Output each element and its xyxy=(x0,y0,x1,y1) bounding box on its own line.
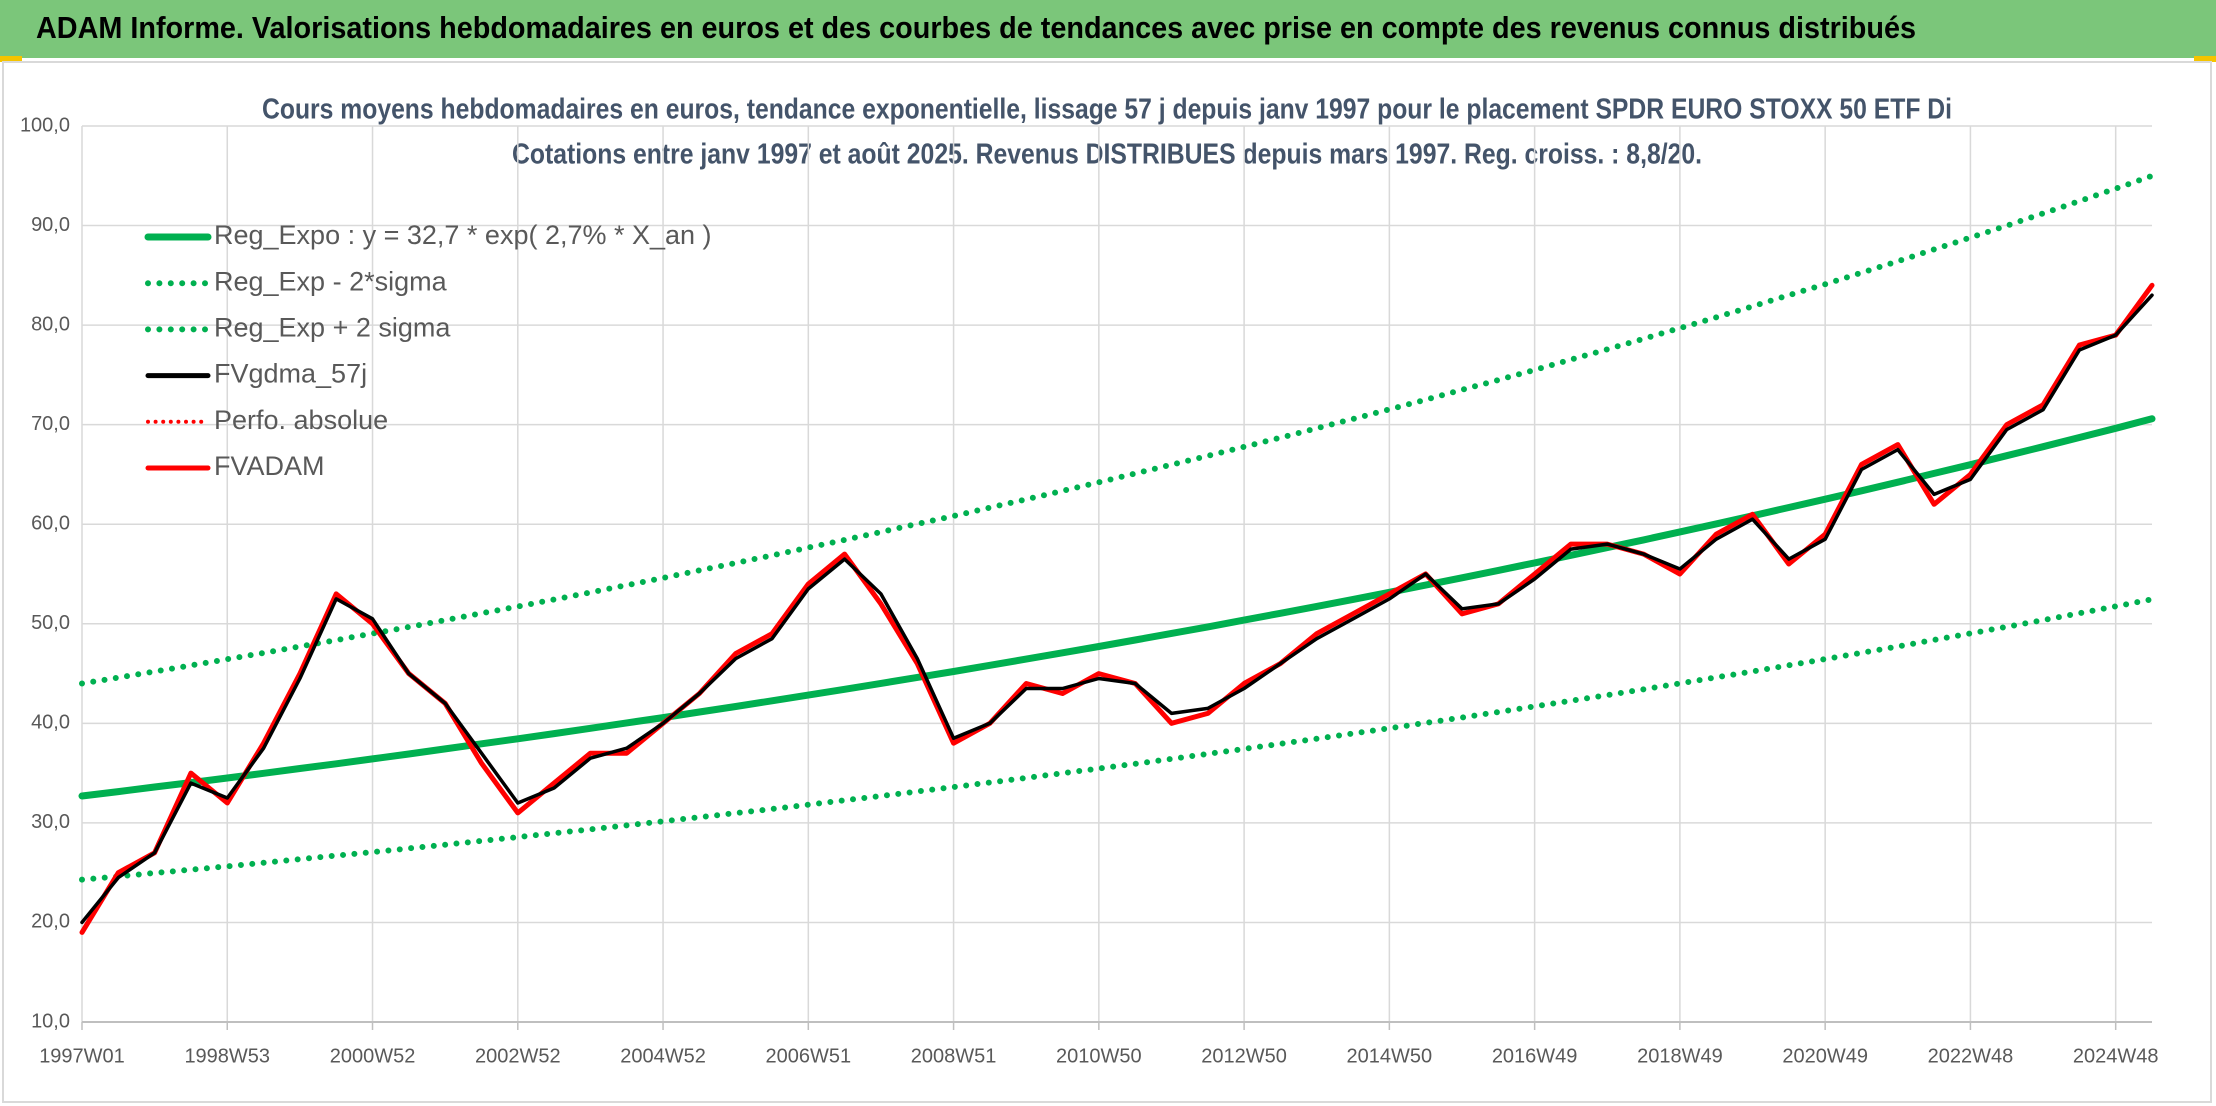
y-tick-label: 90,0 xyxy=(31,214,70,236)
legend-label: Reg_Expo : y = 32,7 * exp( 2,7% * X_an ) xyxy=(214,220,712,250)
chart-subtitle: Cotations entre janv 1997 et août 2025. … xyxy=(512,139,1702,171)
x-tick-label: 1998W53 xyxy=(184,1045,270,1067)
legend-label: FVADAM xyxy=(214,451,325,481)
x-tick-label: 2020W49 xyxy=(1782,1045,1868,1067)
legend-label: Reg_Exp + 2 sigma xyxy=(214,313,451,343)
y-tick-label: 50,0 xyxy=(31,612,70,634)
x-tick-label: 2018W49 xyxy=(1637,1045,1723,1067)
series-line xyxy=(78,415,2156,800)
y-tick-label: 40,0 xyxy=(31,712,70,734)
x-tick-label: 2024W48 xyxy=(2073,1045,2159,1067)
x-tick-label: 2010W50 xyxy=(1056,1045,1142,1067)
x-tick-label: 2006W51 xyxy=(766,1045,852,1067)
x-tick-label: 2004W52 xyxy=(620,1045,706,1067)
legend-label: Perfo. absolue xyxy=(214,405,388,435)
chart-frame xyxy=(2,61,2212,1103)
x-tick-label: 2014W50 xyxy=(1347,1045,1433,1067)
chart-title: Cours moyens hebdomadaires en euros, ten… xyxy=(262,94,1952,126)
header-title: ADAM Informe. Valorisations hebdomadaire… xyxy=(36,10,1916,45)
y-tick-label: 80,0 xyxy=(31,313,70,335)
corner xyxy=(0,56,22,62)
y-tick-label: 20,0 xyxy=(31,911,70,933)
y-tick-label: 100,0 xyxy=(20,114,70,136)
y-tick-label: 60,0 xyxy=(31,513,70,535)
x-tick-label: 2022W48 xyxy=(1928,1045,2014,1067)
legend-label: FVgdma_57j xyxy=(214,359,367,389)
legend-label: Reg_Exp - 2*sigma xyxy=(214,266,448,296)
y-tick-label: 70,0 xyxy=(31,413,70,435)
y-tick-label: 30,0 xyxy=(31,811,70,833)
x-tick-label: 2008W51 xyxy=(911,1045,997,1067)
y-tick-label: 10,0 xyxy=(31,1010,70,1032)
header-bar xyxy=(0,0,2216,58)
x-tick-label: 2002W52 xyxy=(475,1045,561,1067)
series-line xyxy=(80,293,2154,925)
x-tick-label: 2000W52 xyxy=(330,1045,416,1067)
x-tick-label: 2012W50 xyxy=(1201,1045,1287,1067)
x-tick-label: 1997W01 xyxy=(39,1045,125,1067)
x-tick-label: 2016W49 xyxy=(1492,1045,1578,1067)
corner xyxy=(2194,56,2216,62)
